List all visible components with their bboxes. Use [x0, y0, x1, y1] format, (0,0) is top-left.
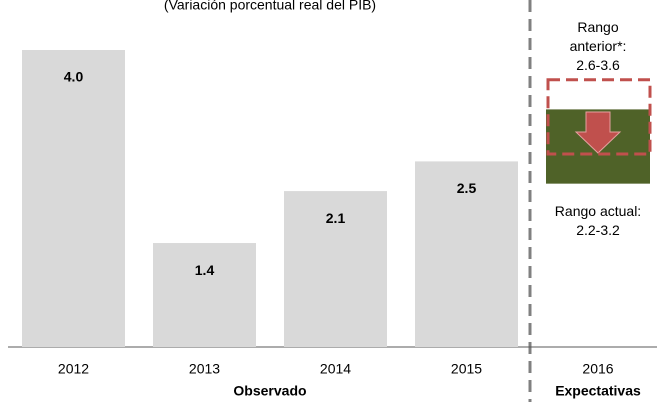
- range-label: Rango anterior*:: [569, 19, 627, 54]
- chart-subtitle: (Variación porcentual real del PIB): [164, 0, 376, 13]
- value-label: 2.1: [326, 210, 346, 226]
- group-label: Observado: [233, 383, 306, 399]
- range-previous: [546, 78, 652, 156]
- down-arrow: [574, 111, 622, 154]
- x-tick-label: 2015: [451, 361, 482, 377]
- range-value: 2.6-3.6: [576, 57, 620, 73]
- group-label: Expectativas: [555, 383, 641, 399]
- x-tick-label: 2016: [582, 361, 613, 377]
- range-current-note: Rango actual: 2.2-3.2: [553, 202, 643, 240]
- value-label: 2.5: [457, 180, 477, 196]
- bar: [284, 191, 387, 347]
- range-value: 2.2-3.2: [576, 222, 620, 238]
- range-previous-note: Rango anterior*: 2.6-3.6: [553, 18, 643, 75]
- x-tick-label: 2014: [320, 361, 351, 377]
- bar: [153, 243, 256, 347]
- value-label: 4.0: [64, 69, 84, 85]
- x-tick-label: 2013: [189, 361, 220, 377]
- value-label: 1.4: [195, 262, 215, 278]
- x-tick-label: 2012: [58, 361, 89, 377]
- bar: [415, 161, 518, 347]
- bar: [22, 50, 125, 347]
- range-label: Rango actual:: [554, 203, 642, 219]
